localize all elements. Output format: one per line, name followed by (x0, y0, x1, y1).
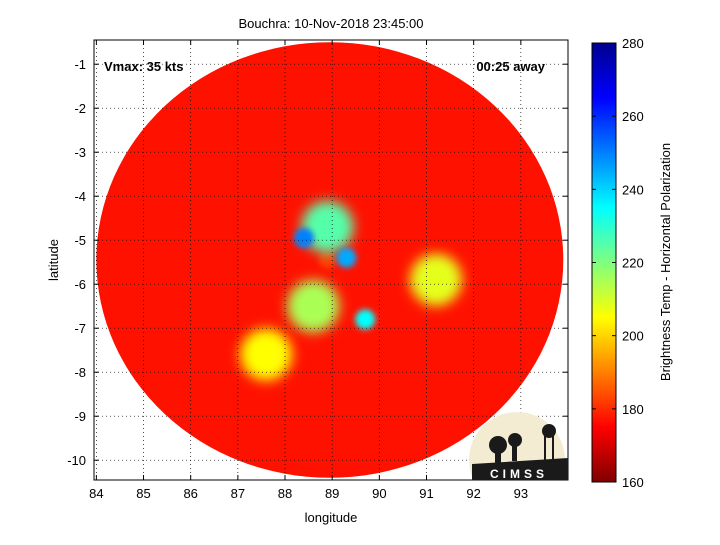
colorbar: 280 260 240 220 200 180 160 Brightness Temp - … (591, 36, 673, 490)
feature-eyewall-hotspot-1 (293, 228, 314, 248)
plot-frame (93, 39, 569, 481)
logo-dish-1 (489, 436, 507, 454)
logo-tower-leg-2 (552, 436, 554, 464)
x-tick-label: 91 (419, 486, 433, 501)
x-tick-label: 87 (231, 486, 245, 501)
y-tick-label: -7 (74, 321, 86, 336)
vmax-annotation: Vmax: 35 kts (104, 59, 184, 74)
feature-eye (318, 251, 337, 269)
x-tick-label: 93 (514, 486, 528, 501)
x-tick-label: 86 (183, 486, 197, 501)
colorbar-tick-label: 280 (622, 36, 644, 51)
feature-band-east (409, 253, 462, 306)
logo-dish-2-base (512, 445, 517, 461)
x-tick-label: 85 (136, 486, 150, 501)
x-tick-label: 90 (372, 486, 386, 501)
y-tick-label: -8 (74, 365, 86, 380)
y-tick-label: -9 (74, 409, 86, 424)
y-tick-label: -3 (74, 145, 86, 160)
x-tick-label: 84 (89, 486, 103, 501)
y-tick-label: -1 (74, 57, 86, 72)
y-tick-label: -10 (67, 453, 86, 468)
colorbar-label: Brightness Temp - Horizontal Polarizatio… (658, 143, 673, 381)
logo-dish-1-base (495, 451, 501, 465)
x-tick-label: 92 (466, 486, 480, 501)
colorbar-tick-label: 160 (622, 475, 644, 490)
axis-ticks: 84 85 86 87 88 89 90 91 92 93 -1 -2 -3 -4 -5 -6 -7 -8 -9 -1… (67, 40, 568, 501)
colorbar-tick-label: 240 (622, 182, 644, 197)
plot-area: 84 85 86 87 88 89 90 91 92 93 -1 -2 -3 -4 -5 -6 -7 -8 -9 -1… (67, 39, 569, 501)
time-away-annotation: 00:25 away (476, 59, 545, 74)
logo-dish-2 (508, 433, 522, 447)
colorbar-tick-label: 260 (622, 109, 644, 124)
grid-lines (94, 40, 568, 480)
colorbar-ticks: 280 260 240 220 200 180 160 (592, 36, 644, 490)
y-tick-label: -5 (74, 233, 86, 248)
chart-title: Bouchra: 10-Nov-2018 23:45:00 (238, 16, 423, 31)
colorbar-tick-label: 200 (622, 329, 644, 344)
y-axis-label: latitude (46, 239, 61, 281)
feature-spiral-band-south (287, 280, 340, 333)
logo-text: CIMSS (490, 467, 548, 481)
colorbar-tick-label: 180 (622, 402, 644, 417)
x-tick-label: 88 (278, 486, 292, 501)
x-axis-label: longitude (305, 510, 358, 525)
x-tick-label: 89 (325, 486, 339, 501)
logo-water-tower (542, 424, 556, 438)
swath-layer (96, 42, 564, 478)
y-tick-label: -2 (74, 101, 86, 116)
feature-band-hotspot (355, 309, 376, 330)
cimss-logo: CIMSS (469, 412, 568, 481)
logo-tower-leg-1 (544, 436, 546, 464)
colorbar-tick-label: 220 (622, 256, 644, 271)
logo-building (472, 458, 568, 480)
feature-band-southwest (240, 328, 293, 381)
y-tick-label: -6 (74, 277, 86, 292)
feature-eyewall-hotspot-2 (336, 247, 357, 268)
y-tick-label: -4 (74, 189, 86, 204)
